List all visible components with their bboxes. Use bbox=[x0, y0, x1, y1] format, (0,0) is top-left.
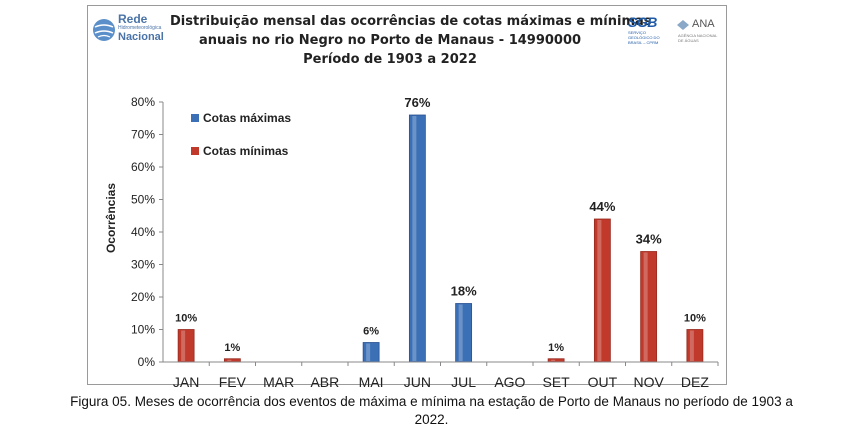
chart-title-line-3: Período de 1903 a 2022 bbox=[303, 52, 477, 67]
rede-hidrometeorologica-logo: Rede Hidrometeorológica Nacional bbox=[92, 13, 182, 47]
ana-logo-subtitle: AGÊNCIA NACIONAL DE ÁGUAS bbox=[678, 33, 718, 43]
legend-swatch-maximas bbox=[191, 114, 199, 122]
bar-highlight bbox=[366, 343, 371, 361]
bar-highlight bbox=[412, 116, 417, 361]
bar-cotas-maximas bbox=[455, 303, 473, 363]
rede-logo-title: Rede bbox=[118, 12, 148, 26]
bar-highlight bbox=[551, 359, 556, 361]
legend-swatch-minimas bbox=[191, 147, 199, 155]
x-tick-label: DEZ bbox=[681, 374, 709, 390]
x-tick-label: JUN bbox=[404, 374, 431, 390]
data-label: 1% bbox=[548, 342, 564, 354]
figure-caption: Figura 05. Meses de ocorrência dos event… bbox=[0, 393, 863, 429]
x-tick-label: OUT bbox=[588, 374, 618, 390]
y-tick-label: 50% bbox=[131, 193, 155, 207]
y-tick-label: 10% bbox=[131, 323, 155, 337]
x-tick-label: JAN bbox=[173, 374, 199, 390]
bar-highlight bbox=[689, 330, 694, 361]
ana-drop-icon bbox=[677, 20, 689, 30]
x-tick-label: ABR bbox=[310, 374, 339, 390]
bar-highlight bbox=[597, 220, 602, 361]
bar-highlight bbox=[181, 330, 186, 361]
legend-label-maximas: Cotas máximas bbox=[203, 111, 291, 125]
sgb-logo-text: SGB bbox=[628, 14, 657, 30]
x-tick-label: AGO bbox=[494, 374, 525, 390]
x-tick-label: NOV bbox=[633, 374, 664, 390]
data-label: 18% bbox=[451, 284, 477, 299]
data-label: 76% bbox=[404, 95, 430, 110]
bar-highlight bbox=[643, 252, 648, 361]
y-tick-label: 60% bbox=[131, 160, 155, 174]
rede-logo-subtitle: Hidrometeorológica bbox=[118, 25, 162, 31]
legend-label-minimas: Cotas mínimas bbox=[203, 144, 289, 158]
bar-cotas-minimas bbox=[593, 218, 611, 363]
sgb-ana-logos: SGB SERVIÇO GEOLÓGICO DO BRASIL – CPRM A… bbox=[628, 14, 722, 45]
x-tick-label: FEV bbox=[219, 374, 247, 390]
rede-globe-icon bbox=[93, 19, 115, 41]
bar-highlight bbox=[458, 304, 463, 361]
y-tick-label: 0% bbox=[138, 355, 156, 369]
rede-logo-name: Nacional bbox=[118, 31, 164, 43]
data-label: 1% bbox=[224, 342, 240, 354]
y-tick-label: 40% bbox=[131, 225, 155, 239]
data-label: 34% bbox=[636, 232, 662, 247]
x-tick-label: SET bbox=[543, 374, 571, 390]
caption-line-1: Figura 05. Meses de ocorrência dos event… bbox=[70, 394, 793, 409]
bar-cotas-minimas bbox=[686, 329, 704, 363]
y-tick-label: 80% bbox=[131, 95, 155, 109]
y-tick-label: 70% bbox=[131, 128, 155, 142]
x-tick-label: MAR bbox=[263, 374, 294, 390]
x-tick-label: JUL bbox=[451, 374, 476, 390]
chart-title-line-1: Distribuição mensal das ocorrências de c… bbox=[170, 14, 652, 29]
sgb-logo-subtitle: SERVIÇO GEOLÓGICO DO BRASIL – CPRM bbox=[628, 30, 660, 45]
data-label: 10% bbox=[175, 313, 197, 325]
y-tick-label: 20% bbox=[131, 290, 155, 304]
chart-title-line-2: anuais no rio Negro no Porto de Manaus -… bbox=[198, 33, 582, 48]
bar-cotas-maximas bbox=[362, 342, 380, 363]
chart-frame bbox=[87, 5, 727, 385]
bar-cotas-minimas bbox=[177, 329, 195, 363]
bar-highlight bbox=[227, 359, 232, 361]
x-tick-label: MAI bbox=[359, 374, 384, 390]
y-tick-label: 30% bbox=[131, 258, 155, 272]
data-label: 44% bbox=[589, 199, 615, 214]
data-label: 10% bbox=[684, 313, 706, 325]
ana-logo-text: ANA bbox=[692, 18, 715, 30]
data-label: 6% bbox=[363, 326, 379, 338]
bar-cotas-minimas bbox=[640, 251, 658, 363]
bar-cotas-maximas bbox=[408, 114, 426, 363]
caption-line-2: 2022. bbox=[414, 412, 449, 427]
chart-title: Distribuição mensal das ocorrências de c… bbox=[170, 12, 652, 69]
y-axis-label: Ocorrências bbox=[104, 183, 118, 253]
